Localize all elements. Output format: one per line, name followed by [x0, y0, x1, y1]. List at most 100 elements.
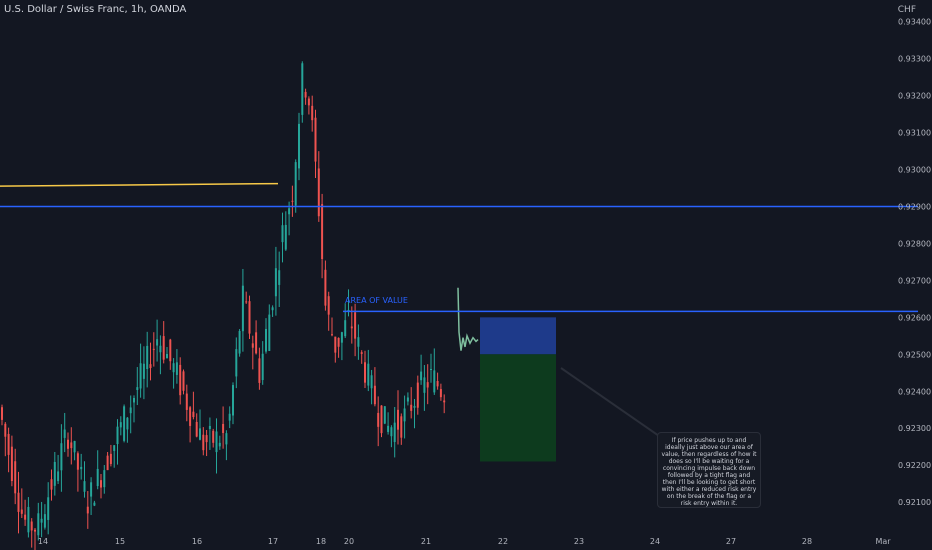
candle — [4, 422, 7, 457]
candle — [337, 337, 340, 358]
candle — [383, 405, 386, 425]
candle — [426, 364, 429, 405]
candle — [387, 412, 390, 435]
candle — [100, 473, 102, 499]
candle — [298, 112, 300, 181]
x-tick-label: 17 — [268, 537, 278, 546]
y-tick-label: 0.93200 — [898, 92, 931, 101]
price-projection — [457, 287, 479, 351]
candle — [185, 384, 188, 422]
candle — [235, 337, 238, 389]
candle — [162, 321, 165, 364]
y-tick-label: 0.92800 — [898, 239, 931, 248]
candle — [258, 347, 261, 390]
chart-title: U.S. Dollar / Swiss Franc, 1h, OANDA — [4, 4, 187, 15]
candle — [284, 211, 287, 251]
candle — [278, 251, 281, 307]
candle — [47, 482, 50, 535]
candle — [228, 406, 231, 429]
candle — [324, 260, 327, 311]
candle — [109, 444, 112, 467]
y-tick-label: 0.92100 — [898, 498, 931, 507]
candle — [222, 406, 225, 449]
y-tick-label: 0.93400 — [898, 18, 931, 27]
candle — [423, 365, 426, 411]
candle — [129, 395, 132, 434]
area-of-value-label: AREA OF VALUE — [345, 296, 408, 305]
candle — [334, 336, 337, 363]
candle — [17, 471, 20, 534]
candle — [159, 335, 162, 375]
candle — [393, 406, 396, 458]
candle — [126, 417, 129, 443]
position-box — [480, 317, 556, 462]
candle — [271, 305, 274, 317]
projection-path[interactable] — [457, 287, 479, 351]
y-tick-label: 0.93300 — [898, 55, 931, 64]
candle — [83, 461, 86, 498]
candle — [350, 306, 353, 344]
candle — [281, 212, 284, 263]
candle — [304, 88, 307, 105]
candle — [63, 412, 66, 453]
candle — [294, 159, 297, 213]
candle — [166, 347, 168, 359]
candle — [291, 185, 294, 217]
candle — [169, 338, 172, 370]
y-tick-label: 0.92300 — [898, 424, 931, 433]
y-tick-label: 0.92600 — [898, 313, 931, 322]
candle — [146, 331, 149, 388]
candle — [53, 451, 56, 496]
candle — [443, 394, 446, 414]
candle — [136, 367, 139, 406]
candle — [327, 291, 330, 331]
candle — [208, 417, 211, 450]
candle — [251, 335, 254, 370]
candle — [139, 343, 142, 398]
candle — [370, 369, 373, 405]
candle — [212, 428, 215, 448]
candle — [179, 357, 182, 405]
candle — [1, 404, 3, 426]
candle — [380, 405, 383, 438]
candle — [202, 427, 205, 456]
candle — [205, 429, 208, 457]
candle — [413, 398, 416, 429]
trade-note[interactable]: If price pushes up to and ideally just a… — [657, 432, 761, 508]
candle — [354, 303, 357, 357]
candle — [199, 409, 201, 441]
candle — [172, 358, 175, 389]
y-axis: 0.93400 0.93300 0.93200 0.93100 0.93000 0.929… — [898, 18, 931, 507]
candle — [420, 354, 423, 385]
candle — [67, 432, 69, 457]
candles — [1, 61, 446, 550]
candle — [195, 413, 198, 438]
y-tick-label: 0.92500 — [898, 350, 931, 359]
candle — [192, 391, 195, 420]
candle — [90, 477, 93, 515]
candle — [373, 367, 376, 407]
candle — [232, 382, 234, 425]
risk-zone[interactable] — [480, 317, 556, 355]
candle — [255, 320, 258, 355]
candle — [215, 418, 218, 474]
candle — [86, 491, 89, 529]
candle — [60, 424, 63, 492]
candle — [274, 246, 277, 316]
candle — [261, 341, 264, 385]
candle — [34, 527, 36, 550]
candle — [80, 453, 83, 480]
x-tick-label: 28 — [802, 537, 812, 546]
candle — [152, 332, 155, 367]
candle — [364, 350, 366, 388]
trend-line[interactable] — [0, 182, 279, 187]
candle — [103, 465, 106, 494]
candle — [96, 450, 99, 490]
reward-zone[interactable] — [480, 354, 556, 462]
candle — [317, 151, 320, 222]
candle — [175, 349, 178, 384]
candle — [182, 369, 185, 395]
candle — [149, 342, 152, 381]
candle — [10, 435, 13, 487]
